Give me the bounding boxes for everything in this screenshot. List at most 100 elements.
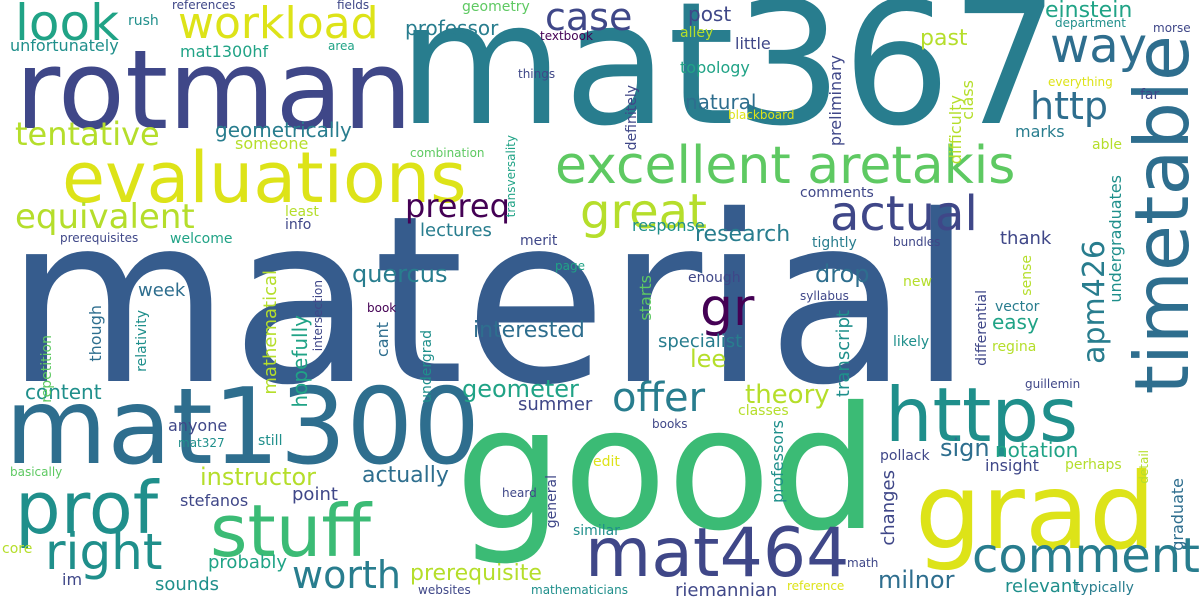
word-mat367: mat367 — [398, 0, 1059, 164]
word-milnor: milnor — [878, 566, 955, 594]
word-rotman: rotman — [15, 26, 413, 154]
word-sign: sign — [940, 434, 990, 462]
word-heard: heard — [502, 486, 537, 500]
word-specialist: specialist — [658, 331, 743, 352]
word-stefanos: stefanos — [180, 491, 249, 510]
word-content: content — [25, 380, 102, 404]
word-book: book — [367, 301, 397, 315]
word-https: https — [885, 371, 1079, 459]
word-material: material — [5, 166, 974, 436]
word-professors: professors — [768, 420, 787, 504]
word-einstein: einstein — [1045, 0, 1133, 23]
word-alley: alley — [680, 25, 714, 41]
word-comment: comment — [971, 528, 1200, 584]
word-point: point — [292, 484, 338, 505]
word-bundles: bundles — [893, 235, 941, 249]
word-far: far — [1140, 87, 1160, 103]
word-drop: drop — [815, 260, 870, 288]
word-past: past — [920, 26, 968, 51]
word-marks: marks — [1015, 122, 1065, 141]
word-combination: combination — [410, 146, 485, 160]
word-someone: someone — [235, 134, 309, 153]
word-pollack: pollack — [880, 448, 930, 464]
word-info: info — [285, 217, 312, 233]
word-gr: gr — [700, 278, 755, 338]
word-textbook: textbook — [540, 29, 593, 43]
word-regina: regina — [992, 339, 1037, 355]
word-offer: offer — [612, 375, 706, 421]
word-rush: rush — [128, 13, 159, 29]
word-mathematicians: mathematicians — [531, 583, 628, 597]
word-geometer: geometer — [462, 375, 579, 403]
word-professor: professor — [405, 16, 499, 40]
word-interested: interested — [473, 318, 585, 343]
word-general: general — [544, 475, 560, 529]
word-quercus: quercus — [352, 260, 448, 288]
word-im: im — [62, 570, 83, 589]
word-great: great — [580, 184, 707, 240]
word-undergraduates: undergraduates — [1106, 175, 1125, 303]
word-comments: comments — [800, 185, 874, 201]
word-notation: notation — [995, 438, 1079, 462]
word-differential: differential — [974, 290, 990, 366]
word-still: still — [258, 433, 283, 449]
word-transcript: transcript — [833, 310, 854, 398]
word-changes: changes — [878, 470, 899, 546]
word-edit: edit — [593, 454, 620, 470]
word-morse: morse — [1153, 21, 1191, 35]
word-mat1300hf: mat1300hf — [180, 42, 269, 61]
word-syllabus: syllabus — [800, 289, 849, 303]
word-things: things — [518, 67, 556, 81]
word-right: right — [45, 523, 163, 581]
word-least: least — [285, 204, 319, 220]
word-new: new — [903, 274, 932, 290]
word-geometry: geometry — [462, 0, 530, 15]
word-enough: enough — [688, 270, 741, 286]
word-excellent-aretakis: excellent aretakis — [555, 136, 1016, 196]
word-repetition: repetition — [39, 335, 55, 403]
word-though: though — [86, 305, 105, 362]
word-department: department — [1055, 16, 1126, 30]
word-timetable: timetable — [1118, 35, 1200, 395]
word-little: little — [735, 34, 771, 53]
word-graduate: graduate — [1168, 478, 1187, 551]
word-mathematical: mathematical — [260, 270, 281, 395]
word-sense: sense — [1019, 255, 1035, 296]
word-fields: fields — [337, 0, 370, 12]
word-workload: workload — [178, 0, 379, 49]
word-likely: likely — [893, 334, 930, 350]
word-thank: thank — [1000, 228, 1052, 249]
word-merit: merit — [520, 233, 558, 249]
word-lectures: lectures — [420, 220, 492, 241]
word-welcome: welcome — [170, 231, 233, 247]
word-theory: theory — [745, 380, 830, 410]
word-research: research — [695, 222, 791, 247]
word-week: week — [138, 280, 186, 301]
word-grad: grad — [915, 451, 1156, 573]
word-classes: classes — [738, 403, 789, 419]
word-books: books — [652, 417, 688, 431]
word-blackboard: blackboard — [728, 108, 795, 122]
word-riemannian: riemannian — [675, 580, 778, 600]
word-basically: basically — [10, 465, 63, 479]
word-difficulty: difficulty — [946, 95, 965, 165]
word-tightly: tightly — [812, 235, 857, 251]
word-math: math — [847, 556, 879, 570]
word-http: http — [1030, 84, 1109, 128]
word-vector: vector — [995, 299, 1040, 315]
word-relativity: relativity — [134, 310, 150, 372]
word-core: core — [2, 541, 33, 557]
word-page: page — [555, 259, 585, 273]
word-unfortunately: unfortunately — [10, 36, 119, 55]
word-mat327: mat327 — [178, 436, 225, 450]
word-actually: actually — [362, 463, 449, 488]
word-look: look — [15, 0, 120, 52]
word-cant: cant — [373, 322, 392, 358]
word-prerequisite: prerequisite — [410, 561, 542, 586]
word-tentative: tentative — [15, 115, 160, 153]
word-everything: everything — [1048, 75, 1113, 89]
word-similar: similar — [573, 523, 620, 539]
word-hopefully: hopefully — [288, 315, 312, 408]
word-preliminary: preliminary — [826, 55, 845, 147]
